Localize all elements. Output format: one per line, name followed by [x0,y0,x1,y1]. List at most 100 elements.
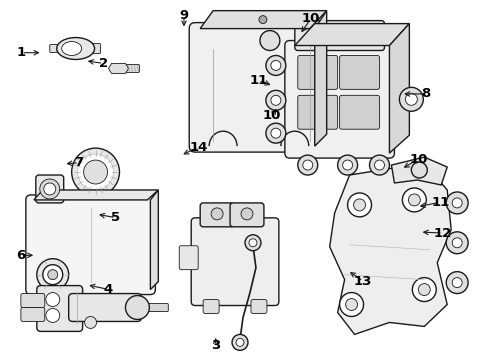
Text: 13: 13 [354,275,372,288]
Circle shape [259,15,267,24]
FancyBboxPatch shape [21,293,45,307]
Polygon shape [330,163,451,334]
Circle shape [452,198,462,208]
FancyBboxPatch shape [230,203,264,227]
Text: 10: 10 [409,153,427,166]
FancyBboxPatch shape [50,45,64,53]
Text: 4: 4 [104,283,113,296]
Circle shape [369,155,390,175]
Circle shape [77,154,114,190]
Polygon shape [392,157,447,185]
Text: 11: 11 [431,196,449,209]
Circle shape [266,55,286,75]
Polygon shape [315,11,327,146]
Circle shape [399,87,423,111]
FancyBboxPatch shape [189,23,321,152]
Circle shape [211,208,223,220]
Circle shape [298,155,318,175]
Circle shape [46,293,60,306]
Text: 10: 10 [302,12,320,25]
FancyBboxPatch shape [69,293,142,321]
Circle shape [266,123,286,143]
Ellipse shape [57,37,95,59]
Circle shape [241,208,253,220]
FancyBboxPatch shape [251,300,267,314]
FancyBboxPatch shape [36,175,64,203]
FancyBboxPatch shape [21,307,45,321]
Circle shape [46,309,60,323]
Circle shape [245,235,261,251]
Polygon shape [150,190,158,289]
FancyBboxPatch shape [340,55,379,89]
FancyBboxPatch shape [285,41,394,158]
Text: 1: 1 [17,46,26,59]
Text: 8: 8 [421,87,430,100]
Polygon shape [108,63,128,73]
FancyBboxPatch shape [26,195,155,294]
Text: 6: 6 [16,249,25,262]
Circle shape [446,272,468,293]
Circle shape [232,334,248,350]
FancyBboxPatch shape [340,95,379,129]
Ellipse shape [62,41,82,55]
Circle shape [340,293,364,316]
Circle shape [413,278,436,302]
Text: 10: 10 [263,109,281,122]
Circle shape [85,316,97,328]
Circle shape [84,160,107,184]
Text: 9: 9 [179,9,189,22]
Circle shape [72,148,120,196]
Text: 12: 12 [434,226,452,239]
Circle shape [412,162,427,178]
Circle shape [418,284,430,296]
Circle shape [44,183,56,195]
FancyBboxPatch shape [125,64,140,72]
Circle shape [446,192,468,214]
Circle shape [402,188,426,212]
FancyBboxPatch shape [191,218,279,306]
Circle shape [452,278,462,288]
Circle shape [266,90,286,110]
FancyBboxPatch shape [86,192,105,210]
Text: 7: 7 [74,156,84,169]
Circle shape [374,160,385,170]
Circle shape [37,259,69,291]
Polygon shape [295,24,409,45]
FancyBboxPatch shape [200,203,234,227]
Circle shape [303,160,313,170]
Text: 2: 2 [99,57,108,70]
Circle shape [43,265,63,285]
FancyBboxPatch shape [203,300,219,314]
Text: 14: 14 [190,140,208,153]
Circle shape [260,31,280,50]
Polygon shape [390,24,409,153]
Circle shape [125,296,149,319]
Circle shape [236,338,244,346]
Text: 5: 5 [111,211,120,224]
Circle shape [48,270,58,280]
Circle shape [249,239,257,247]
Circle shape [271,95,281,105]
Circle shape [354,199,366,211]
FancyBboxPatch shape [179,246,198,270]
Circle shape [452,238,462,248]
Circle shape [40,179,60,199]
Polygon shape [34,190,158,200]
Polygon shape [200,11,327,28]
FancyBboxPatch shape [298,55,338,89]
FancyBboxPatch shape [295,21,385,50]
Circle shape [338,155,358,175]
Circle shape [345,298,358,310]
FancyBboxPatch shape [145,303,168,311]
Circle shape [343,160,353,170]
Circle shape [347,193,371,217]
Text: 3: 3 [211,339,220,352]
Circle shape [271,128,281,138]
FancyBboxPatch shape [37,285,83,332]
Circle shape [405,93,417,105]
Circle shape [446,232,468,254]
Text: 11: 11 [249,74,268,87]
Circle shape [271,60,281,71]
Circle shape [408,194,420,206]
FancyBboxPatch shape [89,44,100,54]
